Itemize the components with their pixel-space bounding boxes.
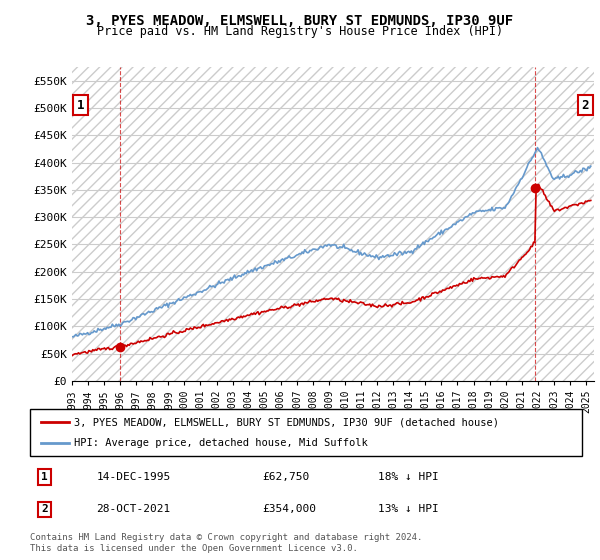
- FancyBboxPatch shape: [30, 409, 582, 456]
- Text: 2: 2: [581, 99, 589, 111]
- Text: 18% ↓ HPI: 18% ↓ HPI: [378, 472, 439, 482]
- Text: 2: 2: [41, 505, 48, 515]
- Text: 1: 1: [41, 472, 48, 482]
- Text: 13% ↓ HPI: 13% ↓ HPI: [378, 505, 439, 515]
- Text: £354,000: £354,000: [262, 505, 316, 515]
- Text: 3, PYES MEADOW, ELMSWELL, BURY ST EDMUNDS, IP30 9UF (detached house): 3, PYES MEADOW, ELMSWELL, BURY ST EDMUND…: [74, 417, 499, 427]
- Text: Contains HM Land Registry data © Crown copyright and database right 2024.
This d: Contains HM Land Registry data © Crown c…: [30, 533, 422, 553]
- Text: 1: 1: [77, 99, 85, 111]
- Text: Price paid vs. HM Land Registry's House Price Index (HPI): Price paid vs. HM Land Registry's House …: [97, 25, 503, 38]
- Text: 3, PYES MEADOW, ELMSWELL, BURY ST EDMUNDS, IP30 9UF: 3, PYES MEADOW, ELMSWELL, BURY ST EDMUND…: [86, 14, 514, 28]
- Text: HPI: Average price, detached house, Mid Suffolk: HPI: Average price, detached house, Mid …: [74, 438, 368, 448]
- Text: 28-OCT-2021: 28-OCT-2021: [96, 505, 170, 515]
- Text: 14-DEC-1995: 14-DEC-1995: [96, 472, 170, 482]
- Text: £62,750: £62,750: [262, 472, 309, 482]
